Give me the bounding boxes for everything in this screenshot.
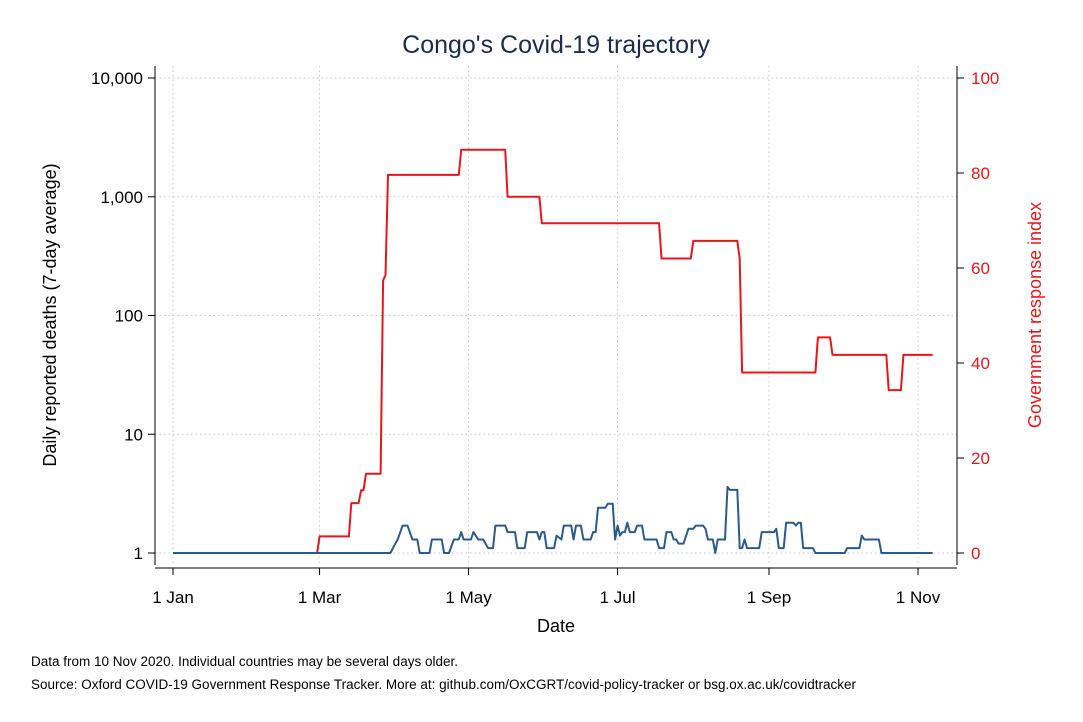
y-left-tick-label: 100 [115,307,143,326]
chart-title: Congo's Covid-19 trajectory [402,31,710,59]
y-right-tick-label: 0 [971,544,980,563]
y-right-tick-label: 80 [971,164,990,183]
deaths-series-line [173,485,933,554]
x-axis-title: Date [537,616,575,636]
response-index-series-line [173,148,933,554]
axes: 1 10 100 1,000 10,000 0 20 40 60 80 100 1 Jan 1 Mar 1… [91,66,999,607]
y-right-tick-label: 100 [971,69,999,88]
x-tick-label: 1 Nov [896,588,941,607]
y-axis-right-title: Government response index [1025,202,1045,428]
y-left-tick-label: 10,000 [91,69,143,88]
x-tick-label: 1 Mar [298,588,342,607]
series-lines [173,148,933,554]
x-tick-label: 1 May [445,588,492,607]
y-right-tick-label: 40 [971,354,990,373]
data-date-note: Data from 10 Nov 2020. Individual countr… [31,654,458,669]
y-right-tick-label: 20 [971,449,990,468]
source-note: Source: Oxford COVID-19 Government Respo… [31,677,857,692]
y-axis-left-title: Daily reported deaths (7-day average) [40,163,60,466]
x-tick-label: 1 Sep [747,588,791,607]
y-left-tick-label: 1,000 [100,188,143,207]
grid [155,66,957,563]
y-left-tick-label: 10 [124,425,143,444]
y-right-tick-label: 60 [971,259,990,278]
x-tick-label: 1 Jul [600,588,636,607]
y-left-tick-label: 1 [134,544,143,563]
x-tick-label: 1 Jan [152,588,194,607]
